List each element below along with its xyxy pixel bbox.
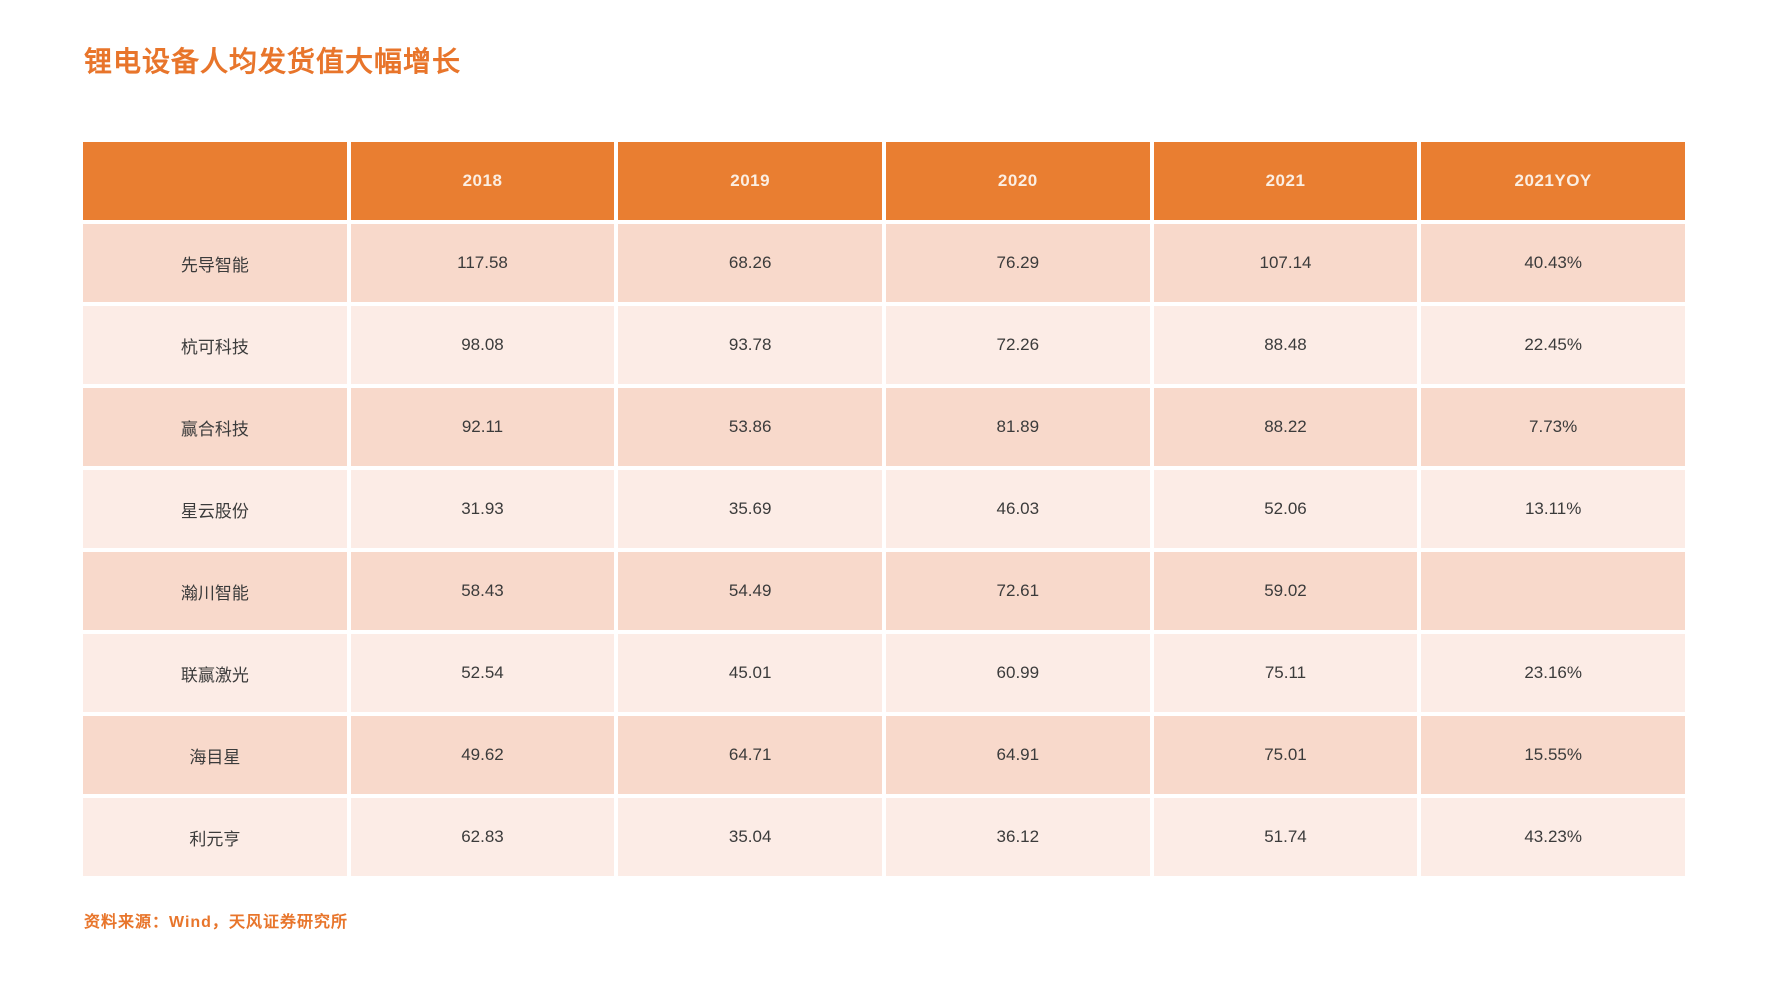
value-cell: 49.62 — [350, 716, 615, 794]
column-header-2018: 2018 — [350, 142, 615, 220]
row-label: 瀚川智能 — [83, 552, 347, 630]
row-label: 利元亨 — [83, 798, 347, 876]
row-label: 杭可科技 — [83, 306, 347, 384]
value-cell: 75.11 — [1153, 634, 1418, 712]
page-title: 锂电设备人均发货值大幅增长 — [84, 46, 462, 77]
column-header-2021: 2021 — [1153, 142, 1418, 220]
value-cell: 88.48 — [1153, 306, 1418, 384]
value-cell: 98.08 — [350, 306, 615, 384]
value-cell: 68.26 — [618, 224, 882, 302]
value-cell — [1421, 552, 1685, 630]
value-cell: 35.69 — [618, 470, 882, 548]
value-cell: 64.91 — [885, 716, 1150, 794]
value-cell: 23.16% — [1421, 634, 1685, 712]
value-cell: 51.74 — [1153, 798, 1418, 876]
value-cell: 60.99 — [885, 634, 1150, 712]
value-cell: 46.03 — [885, 470, 1150, 548]
value-cell: 64.71 — [618, 716, 882, 794]
row-label: 星云股份 — [83, 470, 347, 548]
value-cell: 43.23% — [1421, 798, 1685, 876]
source-note: 资料来源：Wind，天风证券研究所 — [84, 914, 348, 931]
value-cell: 15.55% — [1421, 716, 1685, 794]
value-cell: 31.93 — [350, 470, 615, 548]
value-cell: 72.26 — [885, 306, 1150, 384]
value-cell: 107.14 — [1153, 224, 1418, 302]
value-cell: 45.01 — [618, 634, 882, 712]
column-header-2019: 2019 — [618, 142, 882, 220]
value-cell: 76.29 — [885, 224, 1150, 302]
column-header-2021yoy: 2021YOY — [1421, 142, 1685, 220]
row-label: 赢合科技 — [83, 388, 347, 466]
row-label: 先导智能 — [83, 224, 347, 302]
value-cell: 40.43% — [1421, 224, 1685, 302]
value-cell: 7.73% — [1421, 388, 1685, 466]
value-cell: 92.11 — [350, 388, 615, 466]
value-cell: 93.78 — [618, 306, 882, 384]
value-cell: 88.22 — [1153, 388, 1418, 466]
value-cell: 22.45% — [1421, 306, 1685, 384]
row-label: 海目星 — [83, 716, 347, 794]
value-cell: 35.04 — [618, 798, 882, 876]
value-cell: 52.06 — [1153, 470, 1418, 548]
value-cell: 117.58 — [350, 224, 615, 302]
value-cell: 72.61 — [885, 552, 1150, 630]
column-header-2020: 2020 — [885, 142, 1150, 220]
value-cell: 13.11% — [1421, 470, 1685, 548]
value-cell: 54.49 — [618, 552, 882, 630]
value-cell: 59.02 — [1153, 552, 1418, 630]
value-cell: 81.89 — [885, 388, 1150, 466]
value-cell: 75.01 — [1153, 716, 1418, 794]
value-cell: 36.12 — [885, 798, 1150, 876]
row-label: 联赢激光 — [83, 634, 347, 712]
value-cell: 52.54 — [350, 634, 615, 712]
value-cell: 53.86 — [618, 388, 882, 466]
data-table: 2018 2019 2020 2021 2021YOY 先导智能 117.58 68.26 76… — [83, 142, 1685, 876]
value-cell: 58.43 — [350, 552, 615, 630]
value-cell: 62.83 — [350, 798, 615, 876]
column-header-blank — [83, 142, 347, 220]
